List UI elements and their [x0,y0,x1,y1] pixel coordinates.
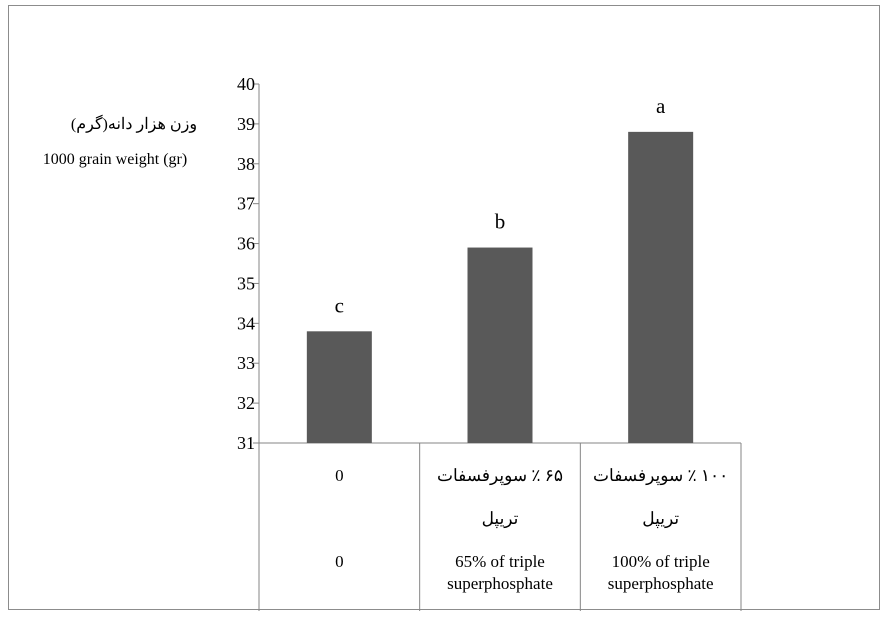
category-label-fa-2: تریپل [482,509,519,529]
data-label: b [495,210,506,234]
y-tick-label: 35 [237,273,255,293]
y-tick-label: 34 [237,313,255,333]
y-tick-label: 38 [237,154,255,174]
bar-chart: 31 32 33 34 35 36 37 38 39 40 0 0 ۶۵ ٪ سوپرفسفات تری… [43,74,742,611]
y-tick-label: 39 [237,114,255,134]
y-tick-label: 32 [237,393,255,413]
y-tick-label: 37 [237,194,255,214]
category-label-en-2: superphosphate [447,574,553,593]
category-label-en: 65% of triple [455,552,545,571]
y-axis-label-fa: وزن هزار دانه(گرم) [71,114,197,133]
y-tick-label: 31 [237,433,255,453]
chart-frame: 31 32 33 34 35 36 37 38 39 40 0 0 ۶۵ ٪ سوپرفسفات تری… [8,5,880,611]
bar [628,131,694,443]
y-axis-label-en: 1000 grain weight (gr) [43,151,187,168]
data-labels: c b a [335,94,666,317]
y-tick-label: 36 [237,234,255,254]
category-label-fa-2: تریپل [642,509,679,529]
category-label-en-2: superphosphate [608,574,714,593]
bar [467,247,533,443]
bars [306,131,694,443]
category-label-fa: ۶۵ ٪ سوپرفسفات [437,466,563,486]
category-label-fa: 0 [335,466,344,485]
data-label: c [335,293,344,317]
y-tick-label: 40 [237,74,255,94]
x-axis: 0 0 ۶۵ ٪ سوپرفسفات تریپل 65% of triple superp… [258,442,742,611]
bar [306,331,372,443]
data-label: a [656,94,666,118]
category-label-fa: ۱۰۰ ٪ سوپرفسفات [593,466,728,486]
category-label-en: 100% of triple [612,552,710,571]
y-tick-label: 33 [237,353,255,373]
category-label-en: 0 [335,552,344,571]
y-axis: 31 32 33 34 35 36 37 38 39 40 [237,74,260,453]
